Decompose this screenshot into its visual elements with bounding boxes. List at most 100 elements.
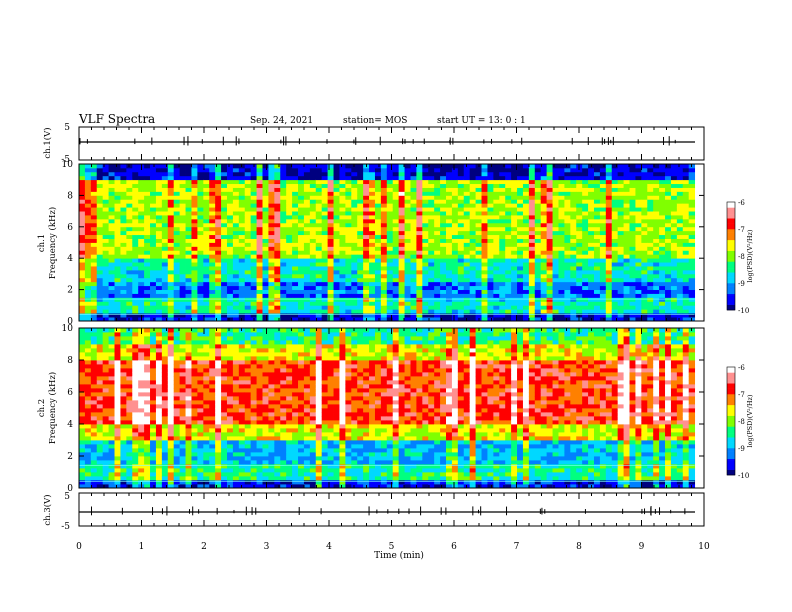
- ch1-cell: [102, 250, 109, 255]
- ch1-cell: [416, 242, 423, 247]
- ch1-cell: [457, 207, 465, 212]
- ch2-cell: [161, 368, 169, 373]
- ch1-cell: [226, 179, 234, 185]
- ch1-cell: [155, 277, 163, 283]
- ch1-cell: [333, 317, 340, 322]
- ch1-cell: [676, 266, 684, 271]
- ch1-cell: [309, 317, 317, 322]
- ch1-cell: [564, 207, 571, 212]
- ch1-cell: [457, 258, 465, 263]
- ch2-cell: [126, 452, 133, 457]
- ch1-cell: [517, 313, 524, 318]
- ch1-cell: [321, 266, 329, 271]
- ch1-cell: [238, 179, 246, 185]
- ch2-cell: [185, 460, 192, 465]
- ch2-cell: [144, 440, 151, 445]
- ch1-cell: [540, 218, 548, 224]
- ch1-cell: [250, 309, 257, 314]
- ch1-cell: [446, 171, 453, 177]
- ch1-cell: [623, 222, 630, 228]
- ch1-cell: [475, 171, 482, 177]
- ch1-cell: [481, 297, 488, 302]
- ch2-cell: [173, 340, 181, 345]
- ch1-cell: [292, 211, 299, 216]
- ch1-cell: [380, 199, 388, 204]
- ch1-cell: [315, 281, 323, 287]
- ch2-cell: [120, 380, 127, 385]
- ch1-cell: [517, 262, 524, 267]
- ch1-cell: [102, 195, 109, 200]
- ch1-cell: [659, 258, 666, 263]
- ch1-cell: [522, 171, 530, 177]
- ch1-cell: [422, 269, 429, 275]
- ch1-cell: [564, 175, 571, 181]
- ch1-cell: [339, 191, 346, 196]
- ch1-cell: [79, 199, 86, 204]
- ch1-cell: [167, 305, 175, 310]
- ch1-cell: [339, 285, 346, 291]
- ch1-cell: [262, 171, 269, 177]
- ch1-cell: [552, 207, 559, 212]
- ch2-cell: [126, 416, 133, 421]
- ch1-cell: [428, 309, 435, 314]
- ch1-cell: [558, 230, 565, 236]
- ch1-cell: [564, 234, 571, 239]
- ch1-cell: [345, 222, 352, 228]
- ch2-cell: [102, 392, 109, 397]
- ch2-cell: [114, 460, 121, 465]
- ch1-cell: [540, 179, 548, 185]
- ch1-cell: [428, 242, 435, 247]
- ch1-cell: [599, 250, 607, 255]
- ch2-cell: [96, 420, 104, 425]
- ch1-cell: [641, 226, 648, 232]
- ch1-cell: [221, 195, 228, 200]
- ch1-cell: [321, 289, 329, 294]
- ch1-cell: [262, 164, 269, 169]
- ch1-cell: [357, 191, 364, 196]
- ch2-cell: [84, 348, 92, 353]
- ch2-cell: [173, 484, 181, 489]
- ch1-cell: [540, 230, 548, 236]
- ch2-cell: [185, 440, 192, 445]
- ch1-cell: [292, 238, 299, 243]
- ch1-cell: [670, 218, 678, 224]
- ch1-cell: [422, 250, 429, 255]
- ch1-cell: [357, 246, 364, 251]
- ch1-cell: [79, 262, 86, 267]
- ch1-cell: [321, 301, 329, 306]
- ch1-cell: [144, 164, 151, 169]
- ch1-cell: [457, 171, 465, 177]
- ch1-cell: [688, 211, 696, 216]
- ch2-cell: [132, 340, 139, 345]
- ch1-cell: [280, 191, 287, 196]
- ch1-cell: [79, 266, 86, 271]
- ch1-cell: [469, 262, 477, 267]
- ch1-cell: [647, 222, 654, 228]
- ch1-cell: [617, 218, 624, 224]
- ch2-cell: [155, 344, 163, 349]
- ch1-cell: [244, 297, 252, 302]
- ch1-cell: [114, 203, 121, 208]
- ch1-cell: [244, 222, 252, 228]
- ch1-cell: [522, 242, 530, 247]
- ch1-cell: [659, 254, 666, 259]
- ch1-cell: [558, 195, 565, 200]
- ch1-cell: [221, 309, 228, 314]
- ch1-cell: [629, 167, 636, 173]
- ch1-cell: [617, 230, 624, 236]
- ch1-cell: [416, 317, 423, 322]
- ch1-cell: [665, 164, 672, 169]
- ch1-cell: [209, 297, 216, 302]
- ch2-cell: [114, 412, 121, 417]
- ch1-cell: [339, 246, 346, 251]
- ch1-cell: [410, 250, 417, 255]
- ch2-cell: [155, 396, 163, 401]
- ch1-cell: [641, 183, 648, 188]
- ch2-cell: [126, 372, 133, 377]
- ch1-cell: [363, 238, 370, 243]
- ch1-cell: [286, 281, 293, 287]
- ch1-cell: [629, 238, 636, 243]
- ch1-cell: [339, 262, 346, 267]
- ch1-cell: [558, 293, 565, 298]
